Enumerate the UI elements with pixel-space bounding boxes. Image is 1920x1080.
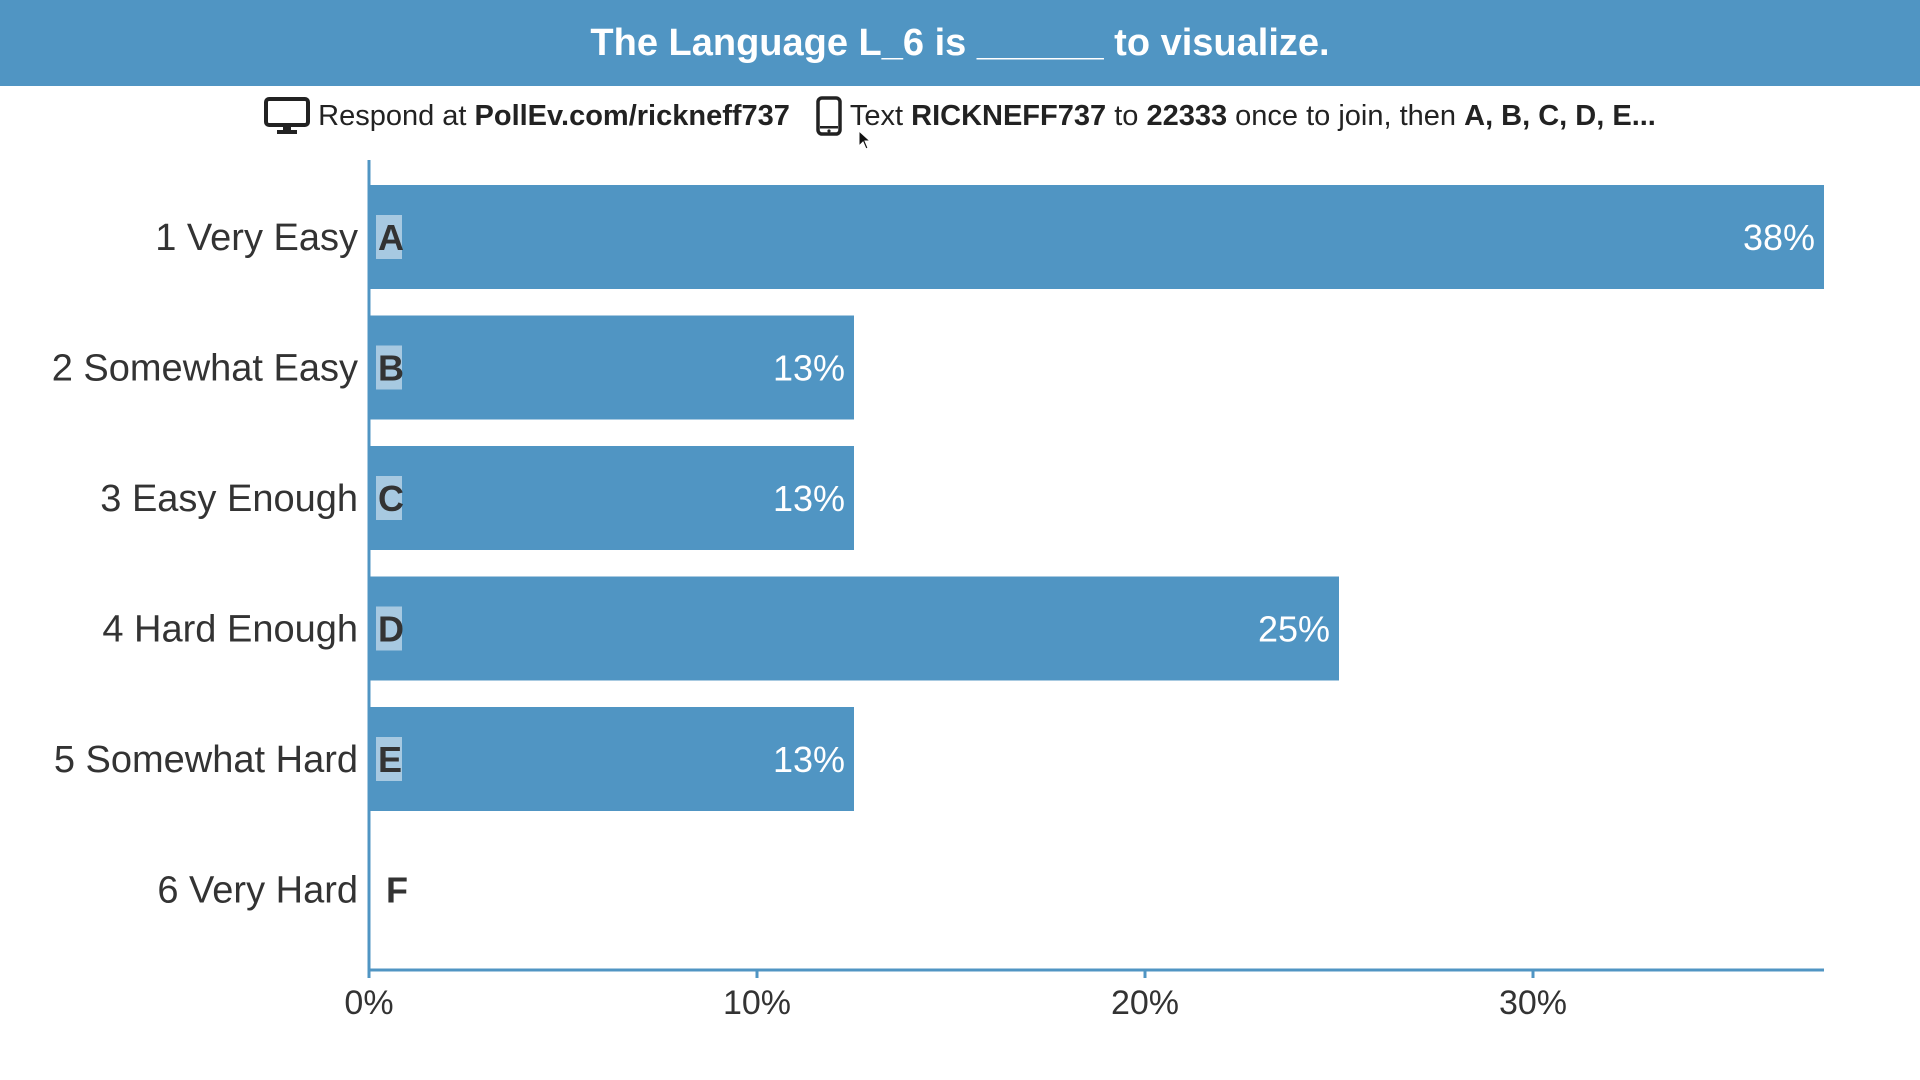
respond-prefix: Respond at bbox=[318, 99, 467, 132]
bar-b bbox=[369, 315, 854, 420]
value-label: 13% bbox=[773, 739, 845, 780]
option-letter: A bbox=[378, 217, 404, 258]
category-label: 6 Very Hard bbox=[157, 870, 358, 912]
monitor-icon bbox=[264, 97, 311, 135]
text-join: once to join, then bbox=[1235, 99, 1457, 132]
text-prefix: Text bbox=[849, 99, 904, 132]
letter-box-c bbox=[376, 476, 402, 520]
mouse-cursor-icon bbox=[858, 130, 872, 150]
bar-c bbox=[369, 446, 854, 550]
text-to: to bbox=[1114, 99, 1139, 132]
value-label: 13% bbox=[773, 478, 845, 519]
bar-a bbox=[369, 185, 1824, 289]
text-code: RICKNEFF737 bbox=[911, 99, 1107, 132]
option-letter: D bbox=[378, 609, 404, 650]
phone-icon bbox=[816, 96, 842, 136]
x-tick-label: 10% bbox=[723, 984, 791, 1022]
value-label: 38% bbox=[1743, 217, 1815, 258]
value-label: 13% bbox=[773, 348, 845, 389]
letter-box-e bbox=[376, 737, 402, 781]
letter-box-d bbox=[376, 606, 402, 651]
option-letter: E bbox=[378, 739, 402, 780]
x-tick-label: 0% bbox=[344, 984, 393, 1022]
letter-box-a bbox=[376, 215, 402, 259]
option-letter: F bbox=[386, 870, 408, 911]
x-tick-label: 30% bbox=[1499, 984, 1567, 1022]
x-tick-label: 20% bbox=[1111, 984, 1179, 1022]
category-label: 1 Very Easy bbox=[155, 217, 358, 259]
category-label: 3 Easy Enough bbox=[100, 478, 358, 520]
category-label: 2 Somewhat Easy bbox=[52, 348, 358, 390]
poll-title-bar: The Language L_6 is ______ to visualize. bbox=[0, 0, 1920, 86]
response-instructions: Respond at PollEv.com/rickneff737 Text R… bbox=[0, 90, 1920, 142]
respond-url[interactable]: PollEv.com/rickneff737 bbox=[474, 99, 790, 132]
letter-box-b bbox=[376, 345, 402, 390]
text-options: A, B, C, D, E... bbox=[1464, 99, 1656, 132]
option-letter: B bbox=[378, 348, 404, 389]
bar-d bbox=[369, 576, 1339, 681]
bar-e bbox=[369, 707, 854, 811]
value-label: 25% bbox=[1258, 609, 1330, 650]
text-number: 22333 bbox=[1146, 99, 1228, 132]
poll-title: The Language L_6 is ______ to visualize. bbox=[590, 21, 1330, 64]
category-label: 4 Hard Enough bbox=[102, 609, 358, 651]
category-label: 5 Somewhat Hard bbox=[54, 739, 358, 781]
option-letter: C bbox=[378, 478, 404, 519]
